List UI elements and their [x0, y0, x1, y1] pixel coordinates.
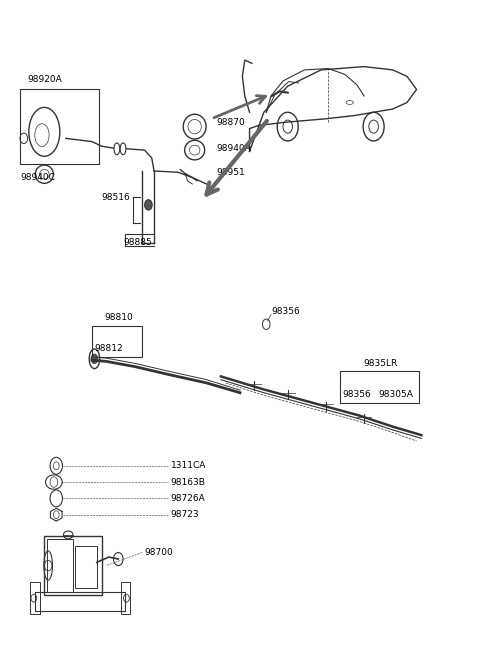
- Text: 98726A: 98726A: [171, 494, 205, 503]
- Text: 9835LR: 9835LR: [364, 359, 398, 368]
- Bar: [92, 326, 142, 357]
- Text: 98516: 98516: [101, 193, 130, 202]
- Text: 98940A: 98940A: [216, 143, 251, 153]
- Circle shape: [91, 354, 98, 364]
- Bar: [30, 582, 39, 614]
- Bar: [44, 536, 102, 595]
- Text: 98810: 98810: [104, 313, 132, 322]
- Text: 98700: 98700: [144, 548, 173, 557]
- Text: 98870: 98870: [216, 117, 245, 126]
- Bar: [340, 371, 419, 403]
- Bar: [21, 90, 99, 164]
- Text: 98723: 98723: [171, 510, 199, 519]
- Bar: [47, 540, 73, 591]
- Text: 98940C: 98940C: [21, 173, 55, 182]
- Text: 98885: 98885: [123, 238, 152, 247]
- Text: 98920A: 98920A: [28, 75, 62, 84]
- Text: 98951: 98951: [216, 168, 245, 177]
- Text: 98305A: 98305A: [378, 390, 413, 398]
- Bar: [35, 591, 125, 611]
- Text: 98812: 98812: [95, 344, 123, 353]
- Text: 98356: 98356: [343, 390, 372, 398]
- Text: 1311CA: 1311CA: [171, 461, 206, 470]
- Circle shape: [144, 200, 152, 210]
- Text: 98163B: 98163B: [171, 477, 205, 487]
- Bar: [120, 582, 130, 614]
- Bar: [75, 546, 97, 588]
- Text: 98356: 98356: [271, 307, 300, 316]
